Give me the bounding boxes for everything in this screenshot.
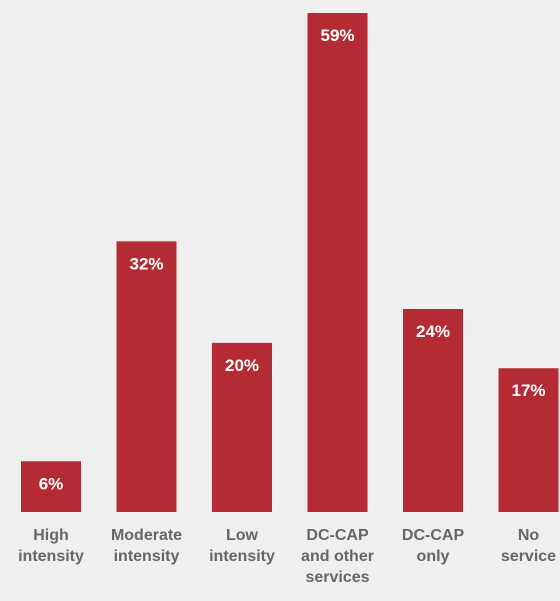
bar-value-label-1: 32% [129,254,163,273]
bar-3 [307,13,368,512]
bar-1 [116,241,177,512]
bar-value-label-0: 6% [39,474,64,493]
bar-5 [498,368,559,512]
category-label-4-line-1: only [417,548,450,565]
bar-value-label-4: 24% [416,322,450,341]
bar-0 [21,461,81,512]
category-label-5-line-0: No [518,527,540,544]
category-label-2-line-0: Low [226,527,259,544]
bar-value-label-3: 59% [320,26,354,45]
bar-value-label-2: 20% [225,356,259,375]
bar-2 [212,342,272,512]
category-label-3-line-1: and other [301,548,374,565]
category-label-3-line-2: services [305,569,369,586]
category-label-5-line-1: service [501,548,556,565]
bar-value-label-5: 17% [511,381,545,400]
category-label-1-line-1: intensity [114,548,180,565]
category-label-0-line-0: High [33,527,69,544]
category-label-0-line-1: intensity [18,548,84,565]
category-label-1-line-0: Moderate [111,527,182,544]
bar-4 [403,309,463,512]
category-label-3-line-0: DC-CAP [306,527,369,544]
category-label-4-line-0: DC-CAP [402,527,465,544]
category-label-2-line-1: intensity [209,548,275,565]
